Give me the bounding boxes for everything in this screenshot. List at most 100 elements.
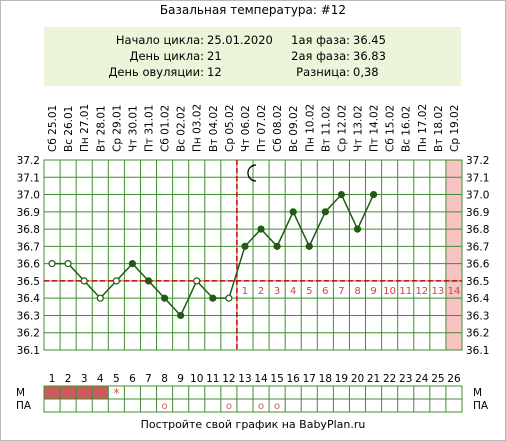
cycle-start-value: 25.01.2020 — [207, 33, 273, 47]
difference-value: 0,38 — [353, 65, 379, 79]
temperature-point — [144, 277, 153, 285]
y-tick-label-left: 36.3 — [17, 310, 40, 322]
date-label: Пн 03.02 — [192, 104, 204, 152]
cycle-day-label: День цикла: — [129, 49, 204, 63]
date-label: Сб 01.02 — [160, 105, 172, 152]
phase2-day-number: 14 — [448, 286, 461, 297]
row-label-m-left: М — [16, 387, 25, 399]
cycle-day-number: 24 — [415, 373, 429, 385]
cycle-day-number: 7 — [145, 373, 152, 385]
temperature-point — [225, 294, 233, 302]
phase2-day-number: 11 — [399, 286, 412, 297]
cycle-day-number: 6 — [129, 373, 136, 385]
y-tick-label-left: 36.8 — [17, 224, 40, 236]
date-label: Ср 29.01 — [111, 105, 123, 152]
y-tick-label-right: 36.3 — [466, 310, 489, 322]
date-label: Пт 31.01 — [144, 105, 156, 152]
date-label: Сб 08.02 — [272, 105, 284, 152]
phase2-day-number: 1 — [242, 286, 248, 297]
cycle-day-number: 25 — [431, 373, 444, 385]
temperature-point — [305, 242, 313, 250]
cycle-day-number: 22 — [383, 373, 396, 385]
plot-border — [43, 159, 463, 351]
pa-marker: o — [274, 401, 280, 412]
cycle-day-number: 13 — [238, 373, 251, 385]
pa-marker: o — [162, 401, 168, 412]
y-tick-label-right: 36.1 — [466, 345, 489, 357]
y-tick-label-left: 37.2 — [17, 155, 40, 167]
date-label: Сб 25.01 — [47, 105, 59, 152]
y-tick-label-left: 37.1 — [17, 172, 40, 184]
cycle-day-number: 11 — [206, 373, 219, 385]
cycle-day-number: 4 — [97, 373, 104, 385]
today-highlight — [445, 160, 462, 350]
date-label: Вс 16.02 — [401, 106, 413, 152]
cycle-day-number: 23 — [399, 373, 412, 385]
cycle-day-number: 9 — [177, 373, 184, 385]
y-tick-label-right: 36.8 — [466, 224, 489, 236]
y-tick-label-right: 37.1 — [466, 172, 489, 184]
pa-marker: o — [258, 401, 264, 412]
y-tick-label-left: 36.1 — [17, 345, 40, 357]
temperature-point — [96, 294, 104, 302]
date-label: Вт 18.02 — [433, 105, 445, 152]
cycle-day-number: 3 — [81, 373, 88, 385]
date-label: Пн 27.01 — [79, 104, 91, 152]
y-tick-label-right: 37.0 — [466, 190, 489, 202]
temperature-point — [193, 277, 201, 285]
row-label-m-right: М — [473, 387, 482, 399]
temperature-point — [112, 277, 120, 285]
cycle-day-number: 15 — [270, 373, 283, 385]
y-tick-label-left: 36.2 — [17, 328, 40, 340]
phase2-day-number: 8 — [354, 286, 360, 297]
y-tick-label-right: 36.7 — [466, 241, 489, 253]
phase2-day-number: 13 — [432, 286, 445, 297]
cycle-day-number: 12 — [222, 373, 235, 385]
phase2-day-number: 6 — [322, 286, 328, 297]
cycle-day-number: 21 — [367, 373, 380, 385]
phase1-label: 1ая фаза: — [291, 33, 350, 47]
temperature-point — [257, 225, 265, 233]
temperature-point — [241, 242, 249, 250]
date-label: Пт 07.02 — [256, 105, 268, 152]
menstruation-cell — [60, 386, 77, 399]
y-tick-label-right: 36.9 — [466, 207, 489, 219]
temperature-point — [321, 208, 329, 216]
cycle-day-number: 10 — [190, 373, 203, 385]
date-label: Ср 05.02 — [224, 105, 236, 152]
date-label: Пн 10.02 — [304, 104, 316, 152]
menstruation-cell — [76, 386, 93, 399]
ovulation-day-value: 12 — [207, 65, 222, 79]
row-label-pa-right: ПА — [473, 400, 489, 412]
phase2-day-number: 5 — [306, 286, 312, 297]
footer-link-text[interactable]: Постройте свой график на BabyPlan.ru — [140, 418, 366, 431]
cycle-day-number: 20 — [351, 373, 364, 385]
cycle-day-number: 18 — [319, 373, 332, 385]
date-label: Вс 26.01 — [63, 106, 75, 152]
star-marker: * — [113, 387, 120, 402]
phase2-day-number: 3 — [274, 286, 280, 297]
cycle-day-number: 1 — [49, 373, 56, 385]
phase1-value: 36.45 — [353, 33, 386, 47]
temperature-point — [80, 277, 88, 285]
ovulation-day-label: День овуляции: — [108, 65, 204, 79]
y-tick-label-left: 36.5 — [17, 276, 40, 288]
cycle-day-number: 8 — [161, 373, 168, 385]
cycle-day-number: 14 — [254, 373, 268, 385]
temperature-point — [128, 260, 137, 268]
temperature-point — [209, 294, 217, 302]
phase2-label: 2ая фаза: — [291, 49, 350, 63]
date-label: Пт 14.02 — [369, 105, 381, 152]
difference-label: Разница: — [296, 65, 350, 79]
temperature-point — [64, 260, 72, 268]
row-label-pa-left: ПА — [16, 400, 32, 412]
date-label: Сб 15.02 — [385, 105, 397, 152]
date-label: Вс 09.02 — [288, 106, 300, 152]
date-label: Вт 28.01 — [95, 105, 107, 152]
phase2-value: 36.83 — [353, 49, 386, 63]
menstruation-cell — [44, 386, 61, 399]
cycle-day-number: 5 — [113, 373, 120, 385]
date-label: Вт 11.02 — [320, 105, 332, 152]
pa-marker: o — [226, 401, 232, 412]
